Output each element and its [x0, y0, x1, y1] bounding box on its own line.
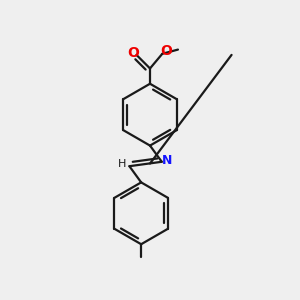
Text: O: O — [127, 46, 139, 60]
Text: N: N — [162, 154, 172, 167]
Text: O: O — [160, 44, 172, 58]
Text: H: H — [118, 159, 126, 169]
